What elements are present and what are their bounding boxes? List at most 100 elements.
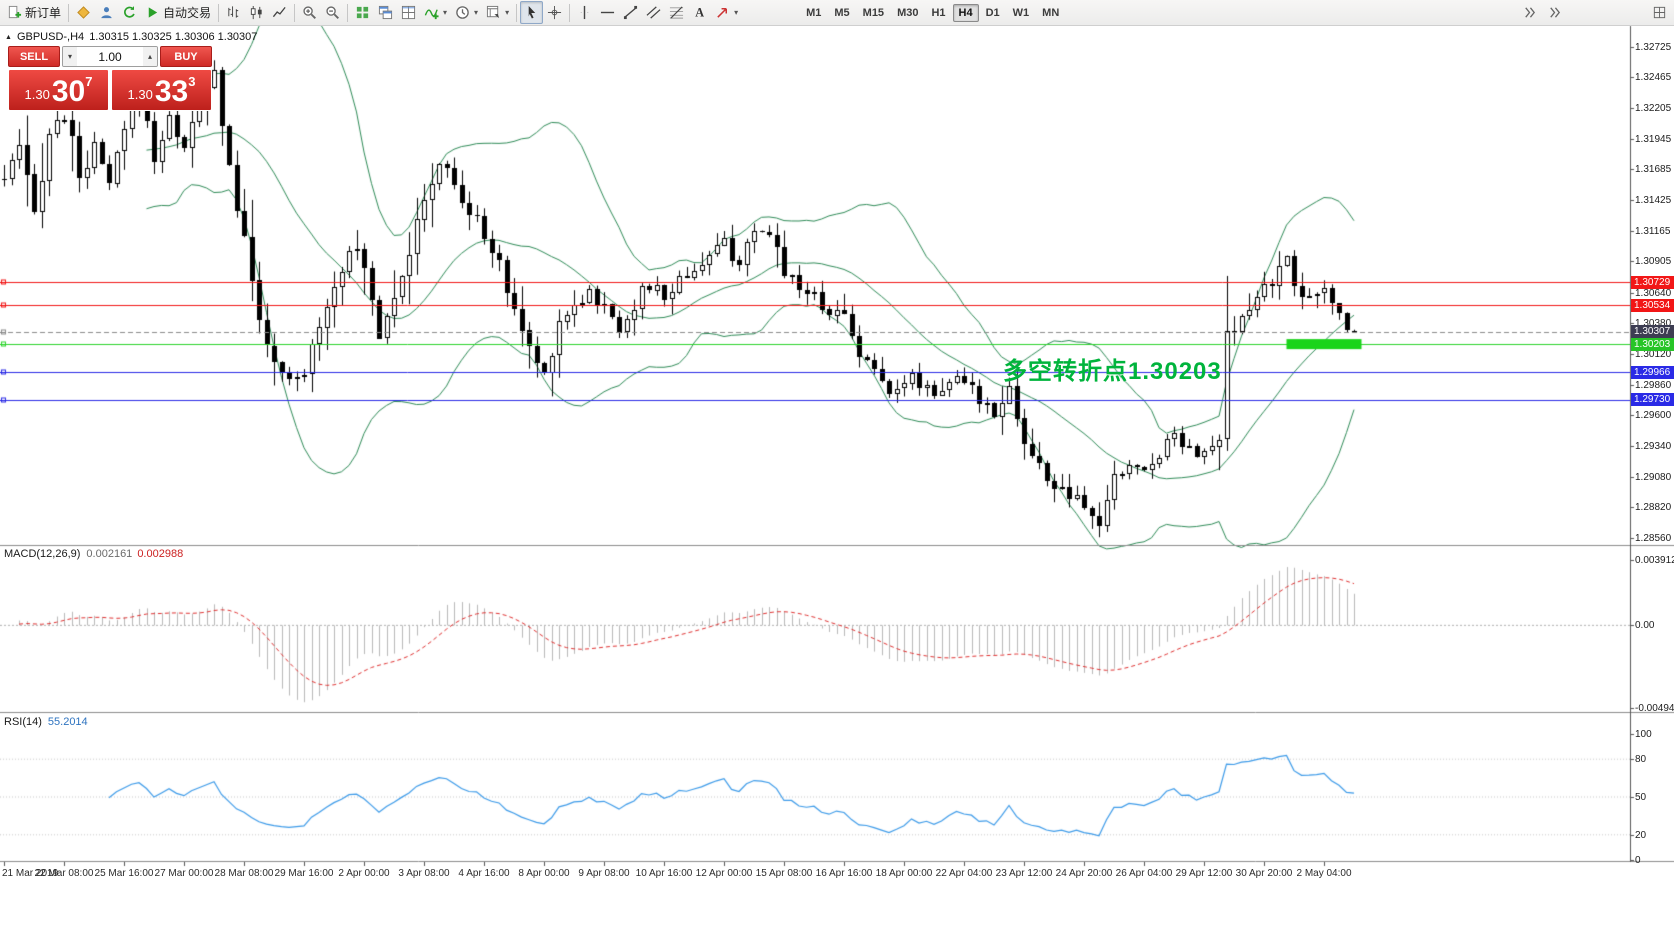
text-tool-button[interactable]: A — [688, 1, 711, 24]
chart-bar-icon — [226, 5, 241, 20]
tile-windows-button[interactable] — [351, 1, 374, 24]
grid-small-icon — [1652, 5, 1667, 20]
price-axis-label: 1.31165 — [1635, 225, 1671, 237]
zoom-out-icon — [325, 5, 340, 20]
tile-icon — [401, 5, 416, 20]
vertical-line-tool-button[interactable] — [573, 1, 596, 24]
time-axis-label: 25 Mar 16:00 — [94, 868, 154, 879]
zoom-in-button[interactable] — [298, 1, 321, 24]
time-axis-label: 12 Apr 00:00 — [695, 868, 753, 879]
timeframe-mn-button[interactable]: MN — [1042, 6, 1060, 19]
horizontal-line-tool-button[interactable] — [596, 1, 619, 24]
toolbar-overflow-2-button[interactable] — [1543, 1, 1566, 24]
chevrons-icon — [1522, 5, 1537, 20]
timeframe-m15-button[interactable]: M15 — [862, 6, 885, 19]
timeframe-h1-button[interactable]: H1 — [931, 6, 946, 19]
chart-line-button[interactable] — [268, 1, 291, 24]
time-axis-label: 22 Apr 04:00 — [935, 868, 993, 879]
time-axis-label: 22 Mar 08:00 — [34, 868, 94, 879]
auto-trading-label: 自动交易 — [163, 6, 212, 20]
indicators-list-button[interactable]: ▾ — [420, 1, 451, 24]
toolbar-separator — [347, 3, 349, 22]
zoom-out-button[interactable] — [321, 1, 344, 24]
chevron-down-icon[interactable]: ▾ — [734, 8, 739, 17]
svg-text:A: A — [695, 6, 704, 20]
time-axis-label: 27 Mar 00:00 — [154, 868, 214, 879]
volume-increase-button[interactable]: ▴ — [143, 47, 157, 66]
zoom-in-icon — [302, 5, 317, 20]
timeframe-h4-button[interactable]: H4 — [952, 3, 979, 22]
ohlc-values: 1.30315 1.30325 1.30306 1.30307 — [89, 31, 258, 43]
sell-price-button[interactable]: 1.30 30 7 — [8, 69, 109, 111]
volume-decrease-button[interactable]: ▾ — [63, 47, 77, 66]
volume-input[interactable] — [77, 47, 143, 66]
profiles-button[interactable] — [95, 1, 118, 24]
chart-candles-button[interactable] — [245, 1, 268, 24]
toolbar-separator — [218, 3, 220, 22]
hline-icon — [600, 5, 615, 20]
cascade-windows-button[interactable] — [374, 1, 397, 24]
buy-button[interactable]: BUY — [160, 46, 212, 67]
price-axis-label: 1.29860 — [1635, 379, 1672, 391]
indicator-add-icon — [424, 5, 439, 20]
time-axis-label: 4 Apr 16:00 — [458, 868, 510, 879]
time-axis-label: 26 Apr 04:00 — [1115, 868, 1173, 879]
templates-button[interactable]: ▾ — [482, 1, 513, 24]
template-icon — [486, 5, 501, 20]
auto-trading-button[interactable]: 自动交易 — [141, 1, 215, 24]
macd-header: MACD(12,26,9) 0.002161 0.002988 — [4, 548, 183, 560]
cursor-icon — [524, 5, 539, 20]
market-watch-button[interactable] — [72, 1, 95, 24]
clock-icon — [455, 5, 470, 20]
tile-horizontal-button[interactable] — [397, 1, 420, 24]
time-axis-label: 15 Apr 08:00 — [755, 868, 813, 879]
window-list-button[interactable] — [1648, 1, 1671, 24]
periods-button[interactable]: ▾ — [451, 1, 482, 24]
rsi-axis-label: 100 — [1635, 729, 1652, 740]
price-axis-label: 1.29080 — [1635, 471, 1672, 483]
timeframe-m5-button[interactable]: M5 — [834, 6, 850, 19]
trade-panel-price-row: 1.30 30 7 1.30 33 3 — [8, 69, 212, 111]
fibo-icon — [669, 5, 684, 20]
trendline-tool-button[interactable] — [619, 1, 642, 24]
sell-price-sup: 7 — [85, 74, 93, 89]
cursor-button[interactable] — [520, 1, 544, 24]
macd-signal-value: 0.002988 — [137, 548, 184, 560]
chevron-down-icon[interactable]: ▾ — [474, 8, 479, 17]
chevron-down-icon[interactable]: ▾ — [443, 8, 448, 17]
trade-panel-top-row: SELL ▾ ▴ BUY — [8, 46, 212, 67]
time-axis-label: 18 Apr 00:00 — [875, 868, 933, 879]
new-order-label: 新订单 — [25, 6, 62, 20]
fibonacci-tool-button[interactable] — [665, 1, 688, 24]
channel-tool-button[interactable] — [642, 1, 665, 24]
buy-price-prefix: 1.30 — [127, 87, 153, 102]
refresh-button[interactable] — [118, 1, 141, 24]
buy-price-big: 33 — [154, 75, 189, 108]
toolbar-overflow-1-button[interactable] — [1518, 1, 1541, 24]
time-axis-label: 16 Apr 16:00 — [815, 868, 873, 879]
crosshair-icon — [547, 5, 562, 20]
sell-button[interactable]: SELL — [8, 46, 60, 67]
price-axis-label: 1.29340 — [1635, 440, 1672, 452]
time-axis-label: 10 Apr 16:00 — [635, 868, 693, 879]
timeframe-m30-button[interactable]: M30 — [897, 6, 919, 19]
price-tag: 1.29966 — [1631, 365, 1674, 379]
profile-icon — [99, 5, 114, 20]
chart-line-icon — [272, 5, 287, 20]
price-axis-label: 1.31425 — [1635, 194, 1672, 206]
timeframe-d1-button[interactable]: D1 — [985, 6, 1000, 19]
crosshair-button[interactable] — [543, 1, 566, 24]
toolbar-right-group — [1518, 1, 1671, 24]
time-axis-label: 23 Apr 12:00 — [995, 868, 1053, 879]
time-axis-label: 30 Apr 20:00 — [1235, 868, 1293, 879]
timeframe-w1-button[interactable]: W1 — [1012, 6, 1030, 19]
chevron-down-icon[interactable]: ▾ — [505, 8, 510, 17]
buy-price-button[interactable]: 1.30 33 3 — [111, 69, 212, 111]
new-order-button[interactable]: 新订单 — [3, 1, 65, 24]
chart-bars-button[interactable] — [222, 1, 245, 24]
arrows-tool-button[interactable]: ▾ — [711, 1, 742, 24]
vline-icon — [577, 5, 592, 20]
chart-annotation-text: 多空转折点1.30203 — [1003, 358, 1222, 385]
timeframe-m1-button[interactable]: M1 — [806, 6, 822, 19]
